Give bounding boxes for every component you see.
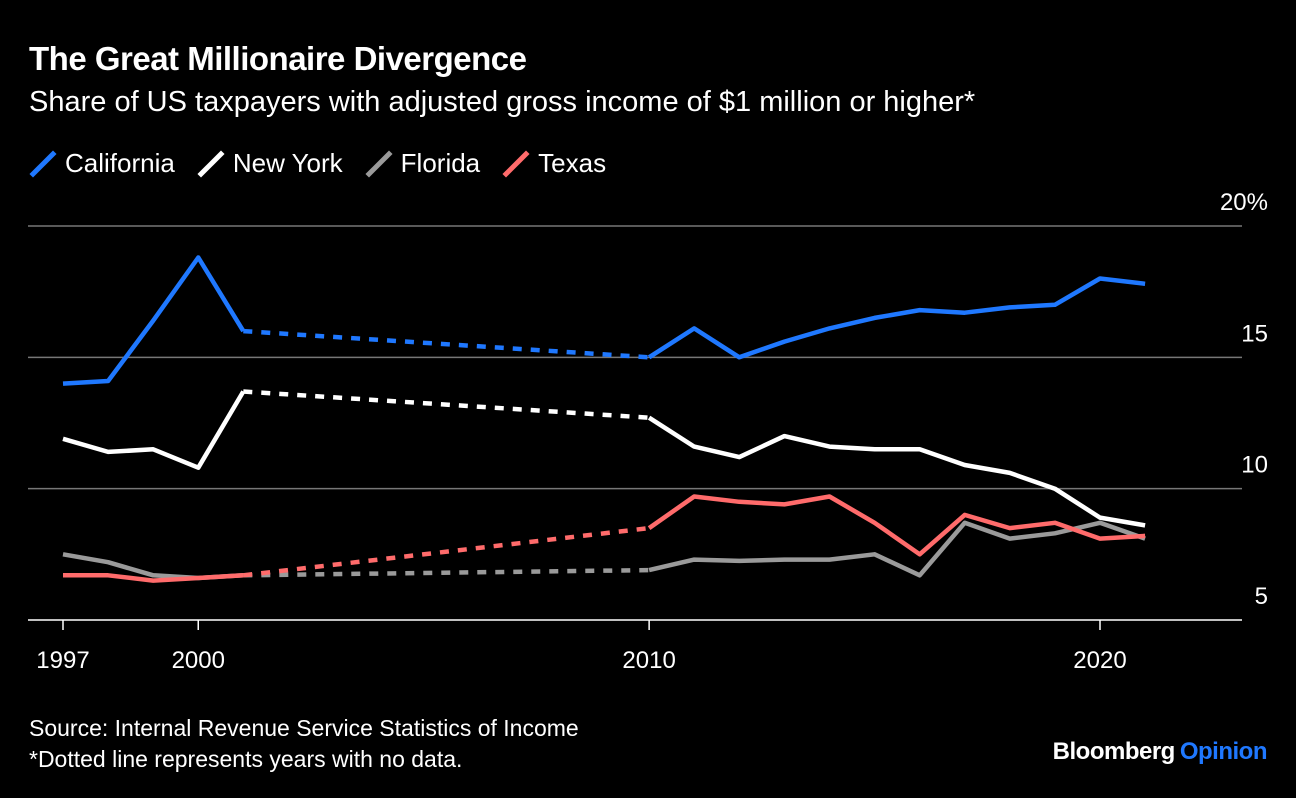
series-line-california-late: [647, 276, 1146, 360]
x-tick-label: 2000: [172, 647, 225, 674]
y-tick-label: 10: [1241, 452, 1268, 479]
series-line-texas-gap: [243, 525, 650, 578]
source-text: Source: Internal Revenue Service Statist…: [29, 715, 579, 741]
legend-swatch-florida: [365, 149, 393, 178]
legend-item-florida: Florida: [365, 148, 480, 179]
series-line-texas-early: [63, 573, 244, 583]
legend-item-new-york: New York: [197, 148, 343, 179]
legend-label-california: California: [65, 148, 175, 178]
chart-subtitle: Share of US taxpayers with adjusted gros…: [29, 86, 976, 118]
x-tick-label: 2020: [1073, 647, 1126, 674]
series-line-new-york-gap: [243, 389, 650, 420]
series-line-california-early: [62, 255, 246, 386]
legend: California New York Florida Texas: [29, 148, 628, 179]
legend-item-texas: Texas: [502, 148, 606, 179]
legend-swatch-new-york: [197, 149, 225, 178]
y-tick-label: 5: [1255, 583, 1268, 610]
series-line-florida-late: [648, 520, 1146, 578]
source-note: Source: Internal Revenue Service Statist…: [29, 713, 579, 775]
y-tick-label: 15: [1241, 320, 1268, 347]
legend-label-florida: Florida: [400, 148, 481, 178]
series-line-new-york-early: [62, 390, 246, 470]
x-tick-label: 2010: [622, 647, 675, 674]
series-line-texas-late: [647, 494, 1146, 557]
y-tick-label: 20%: [1220, 189, 1268, 216]
series-line-florida-gap: [243, 567, 650, 578]
brand-logo: Bloomberg Opinion: [1052, 738, 1268, 766]
x-tick-label: 1997: [36, 647, 89, 674]
series-line-new-york-late: [647, 415, 1146, 528]
legend-label-texas: Texas: [538, 148, 607, 178]
legend-item-california: California: [29, 148, 175, 179]
brand-accent: Opinion: [1179, 738, 1268, 765]
dotted-line-note: *Dotted line represents years with no da…: [29, 746, 463, 772]
legend-swatch-texas: [502, 149, 530, 178]
chart-title: The Great Millionaire Divergence: [29, 40, 527, 77]
series-line-california-gap: [243, 328, 650, 360]
brand-main: Bloomberg: [1052, 738, 1176, 765]
legend-label-new-york: New York: [232, 148, 343, 178]
legend-swatch-california: [29, 149, 57, 178]
